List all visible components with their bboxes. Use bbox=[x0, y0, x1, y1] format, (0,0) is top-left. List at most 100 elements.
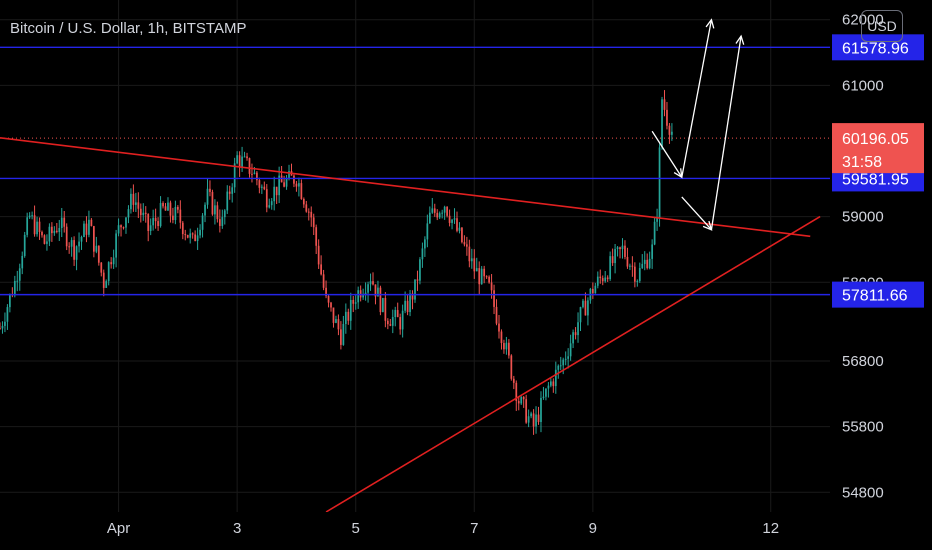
candle-body bbox=[522, 396, 525, 400]
candle-body bbox=[142, 212, 145, 216]
currency-button[interactable]: USD bbox=[861, 10, 903, 42]
candle-body bbox=[251, 173, 253, 175]
candle-body bbox=[317, 245, 320, 265]
candle-body bbox=[406, 300, 409, 313]
candle-body bbox=[226, 191, 229, 211]
candle-body bbox=[340, 329, 342, 345]
candle-body bbox=[569, 343, 572, 357]
candle-body bbox=[641, 263, 644, 269]
candle-body bbox=[288, 171, 290, 179]
candle-body bbox=[609, 256, 612, 280]
candle-body bbox=[315, 227, 318, 246]
candle-body bbox=[359, 290, 362, 298]
y-tick-label: 56800 bbox=[842, 353, 884, 370]
current-price-label: 60196.05 bbox=[842, 131, 909, 148]
chart-title: Bitcoin / U.S. Dollar, 1h, BITSTAMP bbox=[10, 20, 247, 37]
candle-body bbox=[549, 381, 552, 386]
candle-body bbox=[344, 311, 347, 324]
candle-body bbox=[591, 288, 594, 294]
candle-body bbox=[382, 298, 384, 313]
candle-body bbox=[132, 193, 135, 205]
candle-body bbox=[372, 281, 374, 285]
trendline bbox=[325, 215, 821, 513]
candle-body bbox=[547, 385, 550, 389]
y-tick-label: 62000 bbox=[842, 12, 884, 29]
candle-body bbox=[275, 186, 278, 196]
candle-body bbox=[564, 358, 567, 360]
y-tick-label: 55800 bbox=[842, 419, 884, 436]
candles bbox=[0, 90, 673, 435]
candle-body bbox=[327, 296, 330, 303]
candle-body bbox=[661, 99, 663, 148]
candle-body bbox=[535, 414, 537, 427]
candle-body bbox=[386, 320, 389, 325]
candle-body bbox=[367, 284, 369, 293]
candle-body bbox=[643, 259, 646, 264]
candle-body bbox=[6, 307, 9, 322]
level-label-background bbox=[832, 281, 924, 308]
candle-body bbox=[322, 274, 325, 288]
candle-body bbox=[520, 396, 523, 404]
candle-body bbox=[503, 343, 505, 350]
candle-body bbox=[46, 241, 48, 244]
candle-body bbox=[102, 272, 105, 288]
candle-body bbox=[537, 414, 540, 422]
candle-body bbox=[377, 287, 379, 297]
projection-arrowhead bbox=[735, 34, 745, 45]
candle-body bbox=[73, 240, 75, 260]
candle-body bbox=[517, 400, 520, 404]
candle-body bbox=[466, 244, 468, 247]
candle-body bbox=[51, 226, 53, 234]
candle-body bbox=[270, 201, 273, 206]
candle-body bbox=[36, 221, 38, 235]
candle-body bbox=[443, 206, 446, 213]
candle-body bbox=[374, 284, 377, 297]
candle-body bbox=[352, 299, 355, 304]
candle-body bbox=[401, 310, 404, 330]
candle-body bbox=[130, 193, 132, 210]
candle-body bbox=[211, 191, 214, 215]
candle-body bbox=[498, 323, 500, 332]
candle-body bbox=[147, 213, 150, 231]
candle-body bbox=[470, 258, 473, 262]
candle-body bbox=[201, 215, 204, 230]
y-tick-label: 54800 bbox=[842, 484, 884, 501]
candle-body bbox=[611, 256, 614, 264]
candle-body bbox=[668, 125, 671, 135]
candle-body bbox=[33, 215, 36, 235]
candle-body bbox=[204, 204, 206, 216]
candle-body bbox=[458, 227, 461, 231]
candle-body bbox=[554, 369, 557, 387]
candle-body bbox=[604, 277, 607, 282]
candle-body bbox=[122, 227, 125, 229]
candle-body bbox=[63, 217, 66, 227]
candle-body bbox=[120, 225, 122, 228]
candle-body bbox=[446, 206, 448, 216]
candle-body bbox=[100, 262, 103, 273]
candle-body bbox=[658, 147, 661, 219]
candle-body bbox=[48, 226, 51, 242]
candle-body bbox=[302, 198, 305, 205]
candle-body bbox=[552, 381, 555, 387]
candle-body bbox=[110, 262, 113, 265]
candle-body bbox=[53, 230, 56, 234]
candle-body bbox=[414, 279, 416, 300]
candle-body bbox=[164, 206, 167, 211]
candle-body bbox=[191, 233, 194, 235]
candle-body bbox=[424, 239, 426, 249]
candle-body bbox=[325, 287, 327, 297]
candle-body bbox=[43, 235, 46, 244]
candle-body bbox=[396, 310, 399, 318]
candle-body bbox=[55, 230, 58, 232]
candle-body bbox=[241, 156, 243, 168]
candle-body bbox=[181, 222, 184, 235]
candle-body bbox=[265, 189, 268, 208]
candle-body bbox=[97, 245, 100, 263]
candle-body bbox=[629, 265, 631, 267]
candle-body bbox=[21, 255, 24, 269]
candle-body bbox=[335, 319, 337, 323]
candle-body bbox=[117, 225, 120, 234]
candle-body bbox=[228, 191, 231, 194]
candle-body bbox=[295, 183, 298, 187]
